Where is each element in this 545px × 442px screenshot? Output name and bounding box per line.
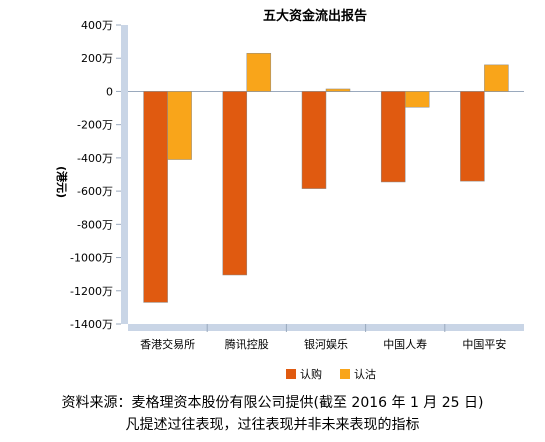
y-tick-label: 0: [106, 85, 113, 98]
bar-put: [246, 52, 272, 92]
y-tick-label: -1400万: [70, 318, 113, 331]
x-tick-label: 中国平安: [462, 337, 506, 351]
y-tick-label: -200万: [77, 119, 113, 132]
bar-call: [301, 91, 327, 189]
legend: 认购 认沽: [286, 367, 376, 381]
x-tick-label: 中国人寿: [383, 337, 427, 351]
bar-call: [460, 91, 485, 182]
bar-call: [222, 91, 248, 276]
chart-title: 五大资金流出报告: [263, 8, 367, 24]
x-tick-label: 香港交易所: [140, 337, 195, 351]
bar-call: [380, 91, 406, 183]
y-tick-label: -600万: [77, 185, 113, 198]
y-tick-label: -1200万: [70, 285, 113, 298]
y-tick-label: -800万: [77, 218, 113, 231]
legend-swatch: [340, 369, 350, 379]
footnote-source: 资料来源：麦格理资本股份有限公司提供(截至 2016 年 1 月 25 日): [61, 395, 484, 411]
y-tick-label: 200万: [81, 52, 113, 65]
legend-swatch: [286, 369, 296, 379]
bar-call: [143, 91, 168, 303]
bar-put: [167, 91, 192, 160]
legend-label: 认沽: [354, 368, 376, 381]
y-tick-label: -400万: [77, 152, 113, 165]
bar-put: [404, 91, 430, 108]
chart: 五大资金流出报告 (港元) -1400万 -1200万 -1000万 -800万 -60…: [55, 8, 524, 381]
y-axis-band: [121, 25, 128, 324]
bars: [143, 52, 509, 303]
bar-put: [484, 64, 509, 92]
y-tick-label: -1000万: [70, 252, 113, 265]
x-tick-label: 银河娱乐: [304, 337, 348, 351]
x-tick-label: 腾讯控股: [225, 337, 269, 351]
legend-label: 认购: [300, 367, 322, 381]
x-axis-band: [128, 324, 524, 331]
y-axis-label: (港元): [55, 166, 69, 198]
bar-put: [325, 88, 351, 92]
tick-labels: -1400万 -1200万 -1000万 -800万 -600万 -400万 -200万 0 2…: [70, 19, 506, 351]
y-tick-label: 400万: [81, 19, 113, 32]
footnote-disclaimer: 凡提述过往表现，过往表现并非未来表现的指标: [125, 417, 420, 433]
